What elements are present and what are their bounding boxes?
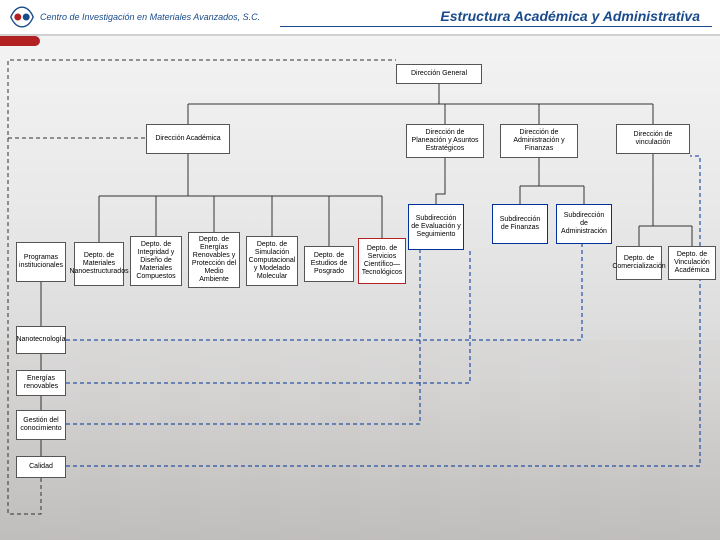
org-node-d2: Depto. de Integridad y Diseño de Materia… (130, 236, 182, 286)
org-node-da: Dirección Académica (146, 124, 230, 154)
org-node-ca: Calidad (16, 456, 66, 478)
org-node-se: Subdirección de Evaluación y Seguimiento (408, 204, 464, 250)
header: Centro de Investigación en Materiales Av… (0, 0, 720, 36)
org-node-d5: Depto. de Estudios de Posgrado (304, 246, 354, 282)
org-node-daf: Dirección de Administración y Finanzas (500, 124, 578, 158)
page-title: Estructura Académica y Administrativa (280, 8, 712, 27)
org-node-d6: Depto. de Servicios Científico—Tecnológi… (358, 238, 406, 284)
org-node-dc: Depto. de Comercialización (616, 246, 662, 280)
org-chart-lines (0, 46, 720, 540)
org-node-d3: Depto. de Energías Renovables y Protecci… (188, 232, 240, 288)
org-node-nt: Nanotecnología (16, 326, 66, 354)
org-name: Centro de Investigación en Materiales Av… (40, 12, 260, 22)
org-node-er: Energías renovables (16, 370, 66, 396)
org-node-pi: Programas institucionales (16, 242, 66, 282)
logo-icon (8, 3, 36, 31)
org-node-d4: Depto. de Simulación Computacional y Mod… (246, 236, 298, 286)
red-stripe-decoration (0, 36, 40, 46)
org-node-dg: Dirección General (396, 64, 482, 84)
org-node-dva: Depto. de Vinculación Académica (668, 246, 716, 280)
org-node-gc: Gestión del conocimiento (16, 410, 66, 440)
org-node-d1: Depto. de Materiales Nanoestructurados (74, 242, 124, 286)
org-node-dv: Dirección de vinculación (616, 124, 690, 154)
org-node-dpa: Dirección de Planeación y Asuntos Estrat… (406, 124, 484, 158)
org-node-sa: Subdirección de Administración (556, 204, 612, 244)
org-node-sf: Subdirección de Finanzas (492, 204, 548, 244)
org-chart: Dirección General Dirección Académica Dire… (0, 46, 720, 540)
